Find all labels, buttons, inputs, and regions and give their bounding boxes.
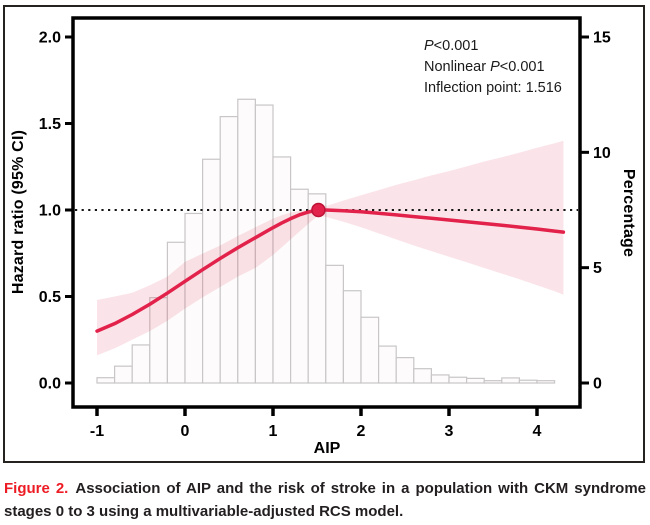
histogram-bar — [378, 345, 397, 384]
annotation-inflection-point: Inflection point: 1.516 — [424, 80, 562, 96]
annotation-pvalue: P<0.001 — [424, 36, 562, 57]
annotation-pvalue-rest: <0.001 — [433, 38, 479, 54]
y-left-tick-label: 0.0 — [39, 376, 61, 393]
histogram-bar — [96, 377, 116, 384]
histogram-bar — [501, 377, 520, 384]
annotation-pvalue-italic-p: P — [424, 38, 434, 54]
histogram-bar — [518, 379, 538, 384]
plot-frame — [71, 16, 582, 409]
histogram-bar — [131, 344, 151, 384]
figure-caption-text: Association of AIP and the risk of strok… — [4, 480, 647, 520]
y-axis-label-left: Hazard ratio (95% CI) — [10, 129, 27, 295]
figure-caption: Figure 2. Association of AIP and the risk… — [4, 477, 646, 523]
histogram-bar — [448, 376, 468, 384]
x-tick-label: 3 — [445, 423, 454, 440]
y-right-tick-label: 10 — [593, 145, 611, 162]
histogram-bar — [395, 357, 415, 384]
annotation-nonlinear-rest: <0.001 — [499, 59, 545, 75]
histogram-bar — [325, 264, 344, 384]
y-right-tick-label: 5 — [593, 260, 602, 277]
rcs-chart: -1 0 1 2 3 4 0.0 0.5 1.0 1.5 2.0 0 5 10 15 — [39, 16, 611, 440]
histogram-bar — [113, 365, 133, 384]
histogram-bar — [342, 290, 362, 384]
stats-annotation: P<0.001 Nonlinear P<0.001 Inflection poi… — [424, 36, 562, 99]
figure-caption-label: Figure 2. — [4, 480, 69, 497]
histogram-bar — [483, 380, 503, 384]
histogram-bar — [360, 316, 380, 384]
x-tick-label: 4 — [533, 423, 542, 440]
x-axis-label: AIP — [313, 440, 341, 457]
x-tick-label: -1 — [90, 423, 104, 440]
y-right-tick-label: 0 — [593, 376, 602, 393]
y-left-tick-label: 1.5 — [39, 116, 61, 133]
histogram-bar — [272, 156, 292, 384]
histogram-bar — [466, 377, 485, 384]
annotation-nonlinear-italic-p: P — [490, 59, 500, 75]
annotation-nonlinear-pre: Nonlinear — [424, 59, 491, 75]
x-tick-label: 1 — [269, 423, 278, 440]
histogram-bar — [413, 368, 432, 384]
x-tick-label: 0 — [181, 423, 190, 440]
y-right-tick-label: 15 — [593, 30, 611, 47]
y-left-tick-label: 2.0 — [39, 30, 61, 47]
x-tick-label: 2 — [357, 423, 366, 440]
y-left-tick-label: 0.5 — [39, 289, 61, 306]
histogram-bar — [536, 380, 556, 384]
inflection-point-dot — [311, 202, 326, 218]
y-axis-label-right: Percentage — [620, 168, 637, 258]
histogram-bar — [307, 193, 327, 384]
histogram-bar — [430, 374, 450, 384]
ci-band — [97, 140, 564, 356]
annotation-nonlinear-pvalue: Nonlinear P<0.001 — [424, 57, 562, 78]
y-left-tick-label: 1.0 — [39, 203, 61, 220]
